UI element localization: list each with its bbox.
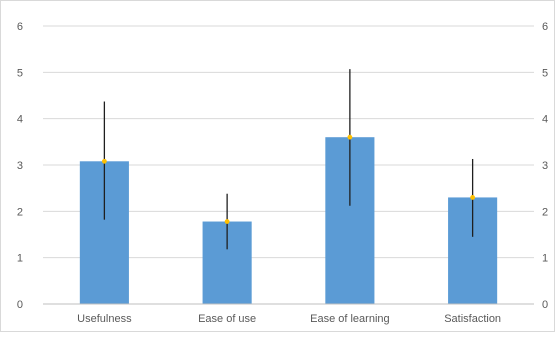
- bars: [79, 137, 498, 304]
- error-bars: [103, 69, 474, 250]
- secondary-y-tick-label: 4: [542, 114, 548, 126]
- mean-marker: [347, 134, 353, 140]
- y-tick-label: 5: [17, 67, 23, 79]
- y-tick-label: 1: [17, 253, 23, 265]
- mean-markers: [101, 134, 476, 224]
- y-tick-label: 2: [17, 206, 23, 218]
- y-tick-label: 4: [17, 114, 23, 126]
- x-tick-label: Ease of learning: [310, 313, 390, 325]
- x-tick-label: Usefulness: [77, 313, 132, 325]
- y-tick-label: 3: [17, 160, 23, 172]
- y-tick-label: 0: [17, 299, 23, 311]
- secondary-y-tick-label: 1: [542, 253, 548, 265]
- y-axis-left-tick-labels: 0 1 2 3 4 5 6: [17, 21, 23, 311]
- secondary-y-tick-label: 0: [542, 299, 548, 311]
- mean-marker: [470, 195, 476, 200]
- x-axis-tick-labels: Usefulness Ease of use Ease of learning Sat…: [77, 313, 501, 325]
- secondary-y-tick-label: 3: [542, 160, 548, 172]
- mean-marker: [224, 219, 230, 224]
- x-tick-label: Ease of use: [198, 313, 256, 325]
- secondary-y-tick-label: 2: [542, 206, 548, 218]
- secondary-y-tick-label: 5: [542, 67, 548, 79]
- y-tick-label: 6: [17, 21, 23, 33]
- secondary-y-tick-label: 6: [542, 21, 548, 33]
- mean-marker: [101, 158, 107, 164]
- x-tick-label: Satisfaction: [444, 313, 501, 325]
- y-axis-right-tick-labels: 0 1 2 3 4 5 6: [542, 21, 548, 311]
